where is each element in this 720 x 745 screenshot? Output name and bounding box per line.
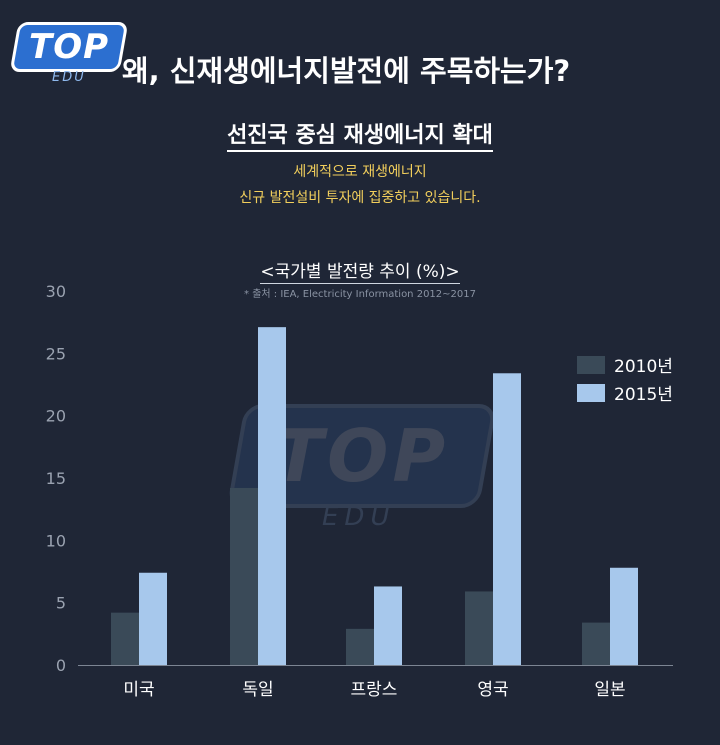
bar-2015 xyxy=(374,586,402,665)
top-edu-logo: TOP EDU xyxy=(9,22,129,85)
watermark-subtext: EDU xyxy=(322,502,396,532)
legend-label-2015: 2015년 xyxy=(614,385,673,405)
page-title: 왜, 신재생에너지발전에 주목하는가? xyxy=(122,54,571,88)
y-tick-label: 0 xyxy=(56,656,66,675)
legend-swatch-2010 xyxy=(577,356,605,374)
y-tick-label: 15 xyxy=(46,469,66,488)
top-edu-watermark: TOP EDU xyxy=(226,404,498,534)
y-tick-label: 10 xyxy=(46,531,66,550)
x-tick-label: 프랑스 xyxy=(351,680,398,700)
x-tick-label: 영국 xyxy=(477,680,508,700)
x-tick-label: 미국 xyxy=(123,680,154,700)
x-tick-label: 일본 xyxy=(594,680,625,700)
chart-title-text: <국가별 발전량 추이 (%)> xyxy=(260,262,460,284)
y-tick-label: 5 xyxy=(56,594,66,613)
y-tick-label: 20 xyxy=(46,407,66,426)
chart-title: <국가별 발전량 추이 (%)> xyxy=(0,257,720,284)
section-title: 선진국 중심 재생에너지 확대 xyxy=(0,117,720,152)
bar-2010 xyxy=(230,487,258,665)
bar-2010 xyxy=(465,591,493,665)
x-tick-label: 독일 xyxy=(242,680,273,700)
logo-subtext: EDU xyxy=(52,70,86,85)
bar-2010 xyxy=(582,622,610,665)
bar-2015 xyxy=(258,327,286,665)
section-description-line-2: 신규 발전설비 투자에 집중하고 있습니다. xyxy=(239,190,481,206)
legend-swatch-2015 xyxy=(577,384,605,402)
bar-2010 xyxy=(111,612,139,665)
bar-2015 xyxy=(610,567,638,665)
section-description-line-1: 세계적으로 재생에너지 xyxy=(293,164,427,180)
bar-2015 xyxy=(139,572,167,665)
chart-source: * 출처 : IEA, Electricity Information 2012… xyxy=(244,289,476,300)
bar-2010 xyxy=(346,628,374,665)
y-tick-label: 25 xyxy=(46,344,66,363)
y-tick-label: 30 xyxy=(46,282,66,301)
bar-2015 xyxy=(493,373,521,665)
legend-label-2010: 2010년 xyxy=(614,357,673,377)
section-title-text: 선진국 중심 재생에너지 확대 xyxy=(227,123,493,152)
